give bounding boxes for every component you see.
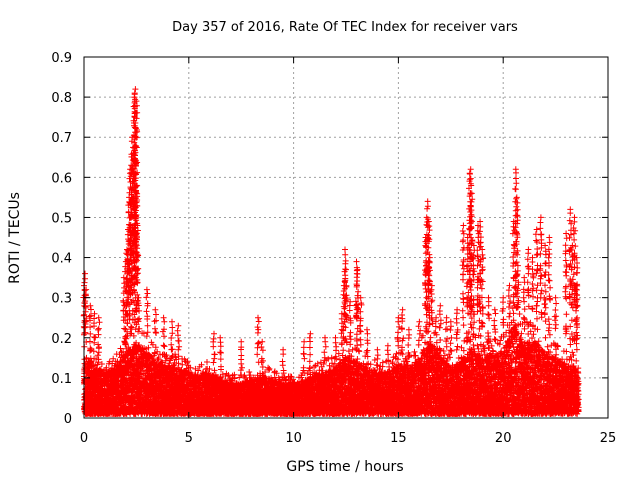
roti-points bbox=[80, 86, 582, 417]
y-tick-label: 0.6 bbox=[51, 171, 72, 186]
x-tick-label: 25 bbox=[600, 431, 617, 446]
y-tick-label: 0 bbox=[64, 412, 72, 427]
x-tick-label: 10 bbox=[285, 431, 302, 446]
chart-title: Day 357 of 2016, Rate Of TEC Index for r… bbox=[172, 20, 518, 35]
data-points bbox=[80, 86, 582, 417]
x-tick-label: 20 bbox=[495, 431, 512, 446]
y-tick-label: 0.1 bbox=[51, 372, 72, 387]
x-tick-label: 5 bbox=[185, 431, 193, 446]
y-tick-label: 0.9 bbox=[51, 51, 72, 66]
y-tick-label: 0.8 bbox=[51, 91, 72, 106]
y-tick-label: 0.4 bbox=[51, 252, 72, 267]
y-tick-label: 0.7 bbox=[51, 131, 72, 146]
x-axis-label: GPS time / hours bbox=[286, 459, 403, 475]
axes: 0 5 10 15 20 25 0 0.1 0.2 0.3 0.4 0.5 0.6 0.7 0.8 0.9 bbox=[51, 51, 616, 446]
y-tick-label: 0.5 bbox=[51, 211, 72, 226]
x-tick-label: 0 bbox=[80, 431, 88, 446]
y-tick-label: 0.2 bbox=[51, 332, 72, 347]
y-tick-label: 0.3 bbox=[51, 292, 72, 307]
plot-frame bbox=[83, 56, 609, 419]
x-tick-label: 15 bbox=[390, 431, 407, 446]
y-axis-label: ROTI / TECUs bbox=[7, 192, 23, 284]
